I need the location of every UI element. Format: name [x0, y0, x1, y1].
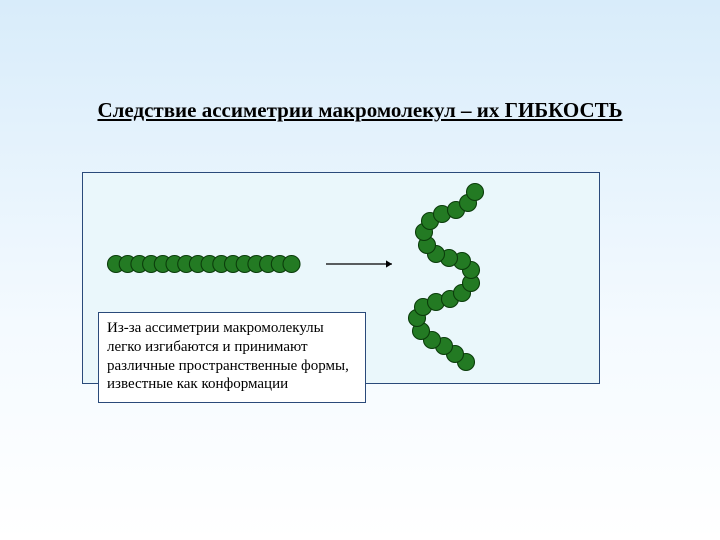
- slide: Следствие ассиметрии макромолекул – их Г…: [0, 0, 720, 540]
- diagram-svg: [0, 0, 720, 540]
- caption-box: Из-за ассиметрии макромолекулы легко изг…: [98, 312, 366, 403]
- straight-chain: [108, 256, 301, 273]
- curved-chain: [409, 184, 484, 371]
- arrow-icon: [326, 260, 392, 267]
